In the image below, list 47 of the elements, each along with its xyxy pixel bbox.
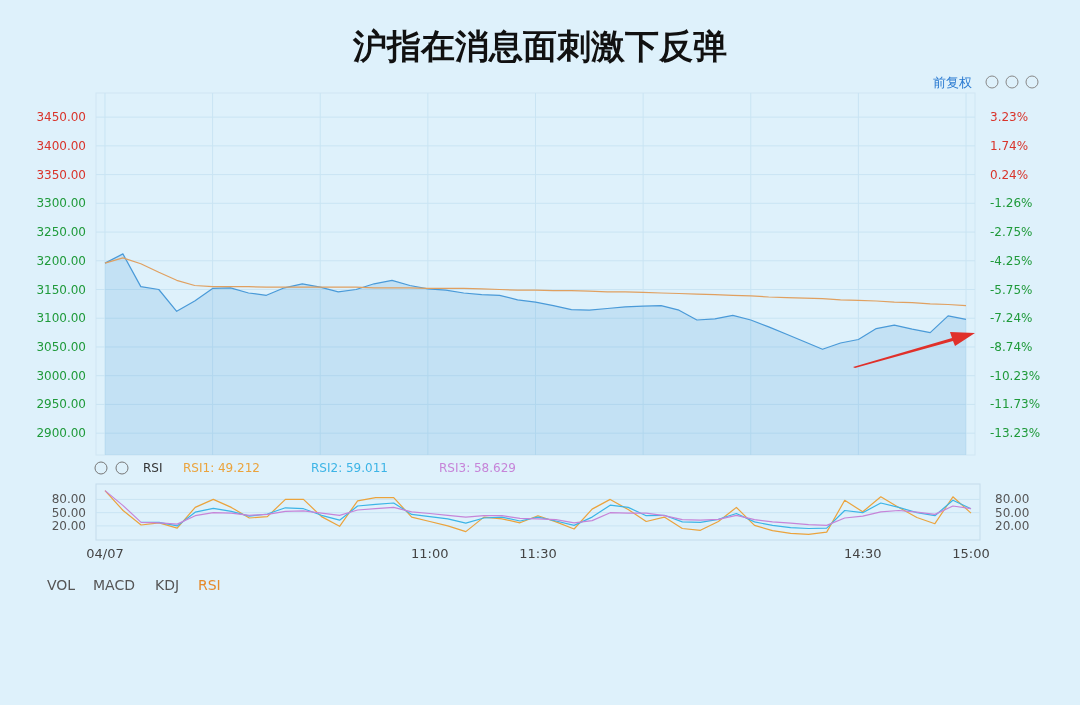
chart-title: 沪指在消息面刺激下反弹: [352, 26, 727, 66]
text: 前复权: [932, 75, 972, 90]
y-tick-label: 3400.00: [36, 138, 86, 153]
y-tick-label: 3100.00: [36, 311, 86, 326]
y-tick-label: 2900.00: [36, 426, 86, 441]
y-tick-label: 2950.00: [36, 397, 86, 412]
text: RSI3: 58.629: [439, 461, 516, 475]
line-series: [104, 257, 967, 307]
x-tick-label: 15:00: [952, 546, 990, 561]
y2-tick-label: 3.23%: [990, 110, 1029, 125]
y-tick-label: 3000.00: [36, 368, 86, 383]
x-tick-label: 04/07: [86, 546, 124, 561]
y2-tick-label: -8.74%: [990, 340, 1033, 355]
y2-tick-label: -10.23%: [990, 368, 1041, 383]
text: RSI: [143, 461, 163, 475]
text: RSI: [198, 577, 221, 593]
y-tick-label: 3250.00: [36, 225, 86, 240]
y-tick-label: 3200.00: [36, 253, 86, 268]
y-tick-label: 3450.00: [36, 110, 86, 125]
y2-tick-label: -5.75%: [990, 282, 1033, 297]
x-tick-label: 11:00: [411, 546, 449, 561]
y-tick-label: 3350.00: [36, 167, 86, 182]
y2-tick-label: 20.00: [995, 518, 1030, 533]
x-tick-label: 11:30: [519, 546, 557, 561]
y2-tick-label: -13.23%: [990, 426, 1041, 441]
y2-tick-label: 50.00: [995, 505, 1030, 520]
text: VOL: [47, 577, 76, 593]
y2-tick-label: 1.74%: [990, 138, 1029, 153]
text: KDJ: [155, 577, 180, 593]
y-tick-label: 20.00: [51, 518, 86, 533]
y2-tick-label: -2.75%: [990, 225, 1033, 240]
y2-tick-label: -7.24%: [990, 311, 1033, 326]
line-series: [104, 490, 972, 526]
y-tick-label: 3150.00: [36, 282, 86, 297]
text: MACD: [93, 577, 135, 593]
y-tick-label: 80.00: [51, 492, 86, 507]
y2-tick-label: -11.73%: [990, 397, 1041, 412]
y2-tick-label: -4.25%: [990, 253, 1033, 268]
text: RSI2: 59.011: [311, 461, 388, 475]
y2-tick-label: 80.00: [995, 492, 1030, 507]
text: RSI1: 49.212: [183, 461, 260, 475]
y-tick-label: 3300.00: [36, 196, 86, 211]
y2-tick-label: -1.26%: [990, 196, 1033, 211]
x-tick-label: 14:30: [844, 546, 882, 561]
y-tick-label: 50.00: [51, 505, 86, 520]
y-tick-label: 3050.00: [36, 339, 86, 354]
y2-tick-label: 0.24%: [990, 167, 1029, 182]
